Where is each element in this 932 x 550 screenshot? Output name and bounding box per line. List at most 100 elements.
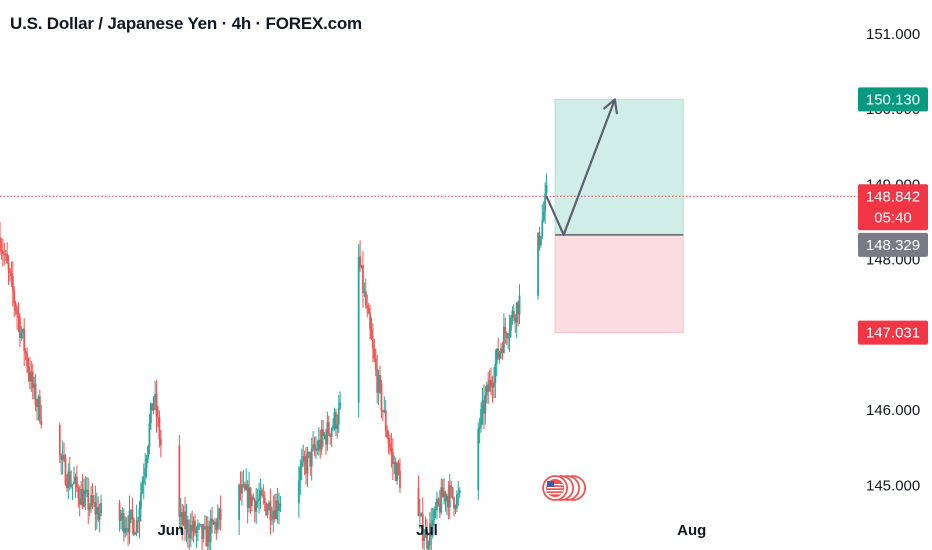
candle xyxy=(444,490,447,512)
candle xyxy=(253,498,256,523)
candle xyxy=(21,328,24,339)
x-axis[interactable]: Jun Jul Aug xyxy=(157,522,706,539)
candle xyxy=(320,419,323,455)
candle xyxy=(252,493,255,501)
candle xyxy=(480,402,482,433)
economic-events-flag-icon[interactable] xyxy=(542,475,586,501)
candle xyxy=(9,267,11,282)
candle xyxy=(447,480,450,520)
target-price-badge xyxy=(858,87,928,112)
candle xyxy=(332,418,334,431)
candle xyxy=(495,348,498,377)
stop-price-badge xyxy=(858,320,928,345)
candle xyxy=(339,391,342,410)
candle xyxy=(537,232,539,300)
candle xyxy=(178,434,181,529)
candle xyxy=(263,491,266,512)
candle xyxy=(17,302,20,333)
candle xyxy=(515,302,518,339)
y-tick-label: 145.000 xyxy=(866,477,920,494)
candle xyxy=(313,436,316,457)
candle xyxy=(211,506,213,534)
candle xyxy=(541,204,544,239)
candle xyxy=(141,476,144,495)
candle xyxy=(206,516,209,550)
candle xyxy=(438,489,441,519)
candle xyxy=(502,313,505,354)
candle xyxy=(426,519,428,550)
candle xyxy=(83,478,85,508)
candle xyxy=(87,477,90,525)
candle xyxy=(70,470,73,489)
candle xyxy=(81,473,84,510)
entry-price-label: 148.329 xyxy=(866,237,920,254)
candle xyxy=(36,398,38,421)
candle xyxy=(256,489,259,508)
candle xyxy=(188,519,191,550)
candle xyxy=(504,317,507,344)
candle xyxy=(498,350,501,364)
candle xyxy=(14,300,17,316)
x-tick-label: Jun xyxy=(157,522,184,539)
candle xyxy=(379,365,381,394)
candle xyxy=(251,494,253,512)
candle xyxy=(386,425,389,439)
candle xyxy=(214,518,216,534)
candle xyxy=(132,517,135,536)
candle xyxy=(310,437,313,481)
long-position-tool[interactable] xyxy=(554,98,684,334)
candle xyxy=(279,495,282,513)
candle xyxy=(186,515,189,548)
candle xyxy=(91,483,94,510)
candle xyxy=(218,507,221,530)
projection-arrow[interactable] xyxy=(545,98,618,236)
candle xyxy=(194,514,196,537)
candle xyxy=(357,244,360,418)
candle xyxy=(34,373,37,412)
candle xyxy=(134,531,137,535)
candle xyxy=(458,487,461,499)
candle xyxy=(478,417,481,444)
candle xyxy=(130,509,132,524)
candle xyxy=(448,474,451,519)
candle xyxy=(196,519,199,542)
candle xyxy=(336,414,339,439)
candle xyxy=(374,348,377,377)
candle xyxy=(367,302,370,315)
candle xyxy=(455,490,458,513)
candle xyxy=(508,314,511,353)
candle xyxy=(423,529,426,550)
stop-zone[interactable] xyxy=(554,234,684,334)
candle xyxy=(124,516,127,538)
candle xyxy=(140,481,142,522)
current-price-label: 148.842 xyxy=(866,188,920,205)
candle xyxy=(383,396,386,414)
candle xyxy=(500,343,502,359)
candle xyxy=(501,341,504,360)
target-price-label: 150.130 xyxy=(866,91,920,108)
candle xyxy=(24,348,27,361)
candle xyxy=(127,515,129,546)
candle xyxy=(427,540,430,550)
candle xyxy=(94,485,97,531)
candle xyxy=(270,506,273,526)
candle xyxy=(149,402,152,431)
candle xyxy=(302,444,305,467)
candle xyxy=(198,522,201,531)
candle xyxy=(248,471,250,513)
target-zone[interactable] xyxy=(554,98,684,236)
candle xyxy=(389,434,391,455)
candle xyxy=(65,474,68,492)
price-scale-badges: 150.130 148.842 05:40 148.329 147.031 xyxy=(858,87,928,345)
candle xyxy=(544,182,547,225)
candle xyxy=(142,463,145,500)
candle xyxy=(37,394,40,421)
candle xyxy=(381,409,384,422)
candle xyxy=(431,507,434,539)
candle xyxy=(68,456,71,491)
candle xyxy=(335,408,337,437)
candle xyxy=(259,478,262,509)
candle xyxy=(135,504,138,537)
projection-path[interactable] xyxy=(545,98,616,236)
